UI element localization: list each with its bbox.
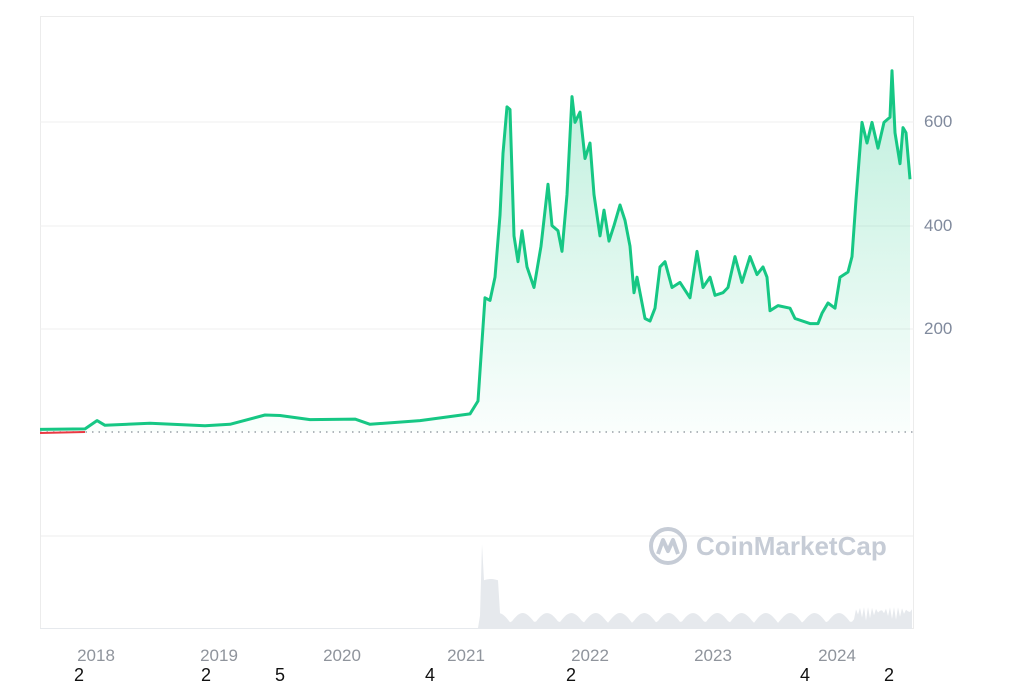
- x-tick-2020: 2020: [323, 646, 361, 665]
- x-tick-2022: 2022: [571, 646, 609, 665]
- price-line-below-baseline: [39, 431, 86, 434]
- annotation-number: 2: [883, 665, 895, 685]
- x-tick-2021: 2021: [447, 646, 485, 665]
- x-tick-2023: 2023: [694, 646, 732, 665]
- y-tick-400: 400: [924, 216, 953, 235]
- x-tick-2024: 2024: [818, 646, 856, 665]
- watermark-text: CoinMarketCap: [696, 530, 887, 561]
- price-line: [39, 69, 912, 431]
- x-tick-2019: 2019: [200, 646, 238, 665]
- annotation-number: 2: [565, 665, 577, 685]
- y-tick-600: 600: [924, 112, 953, 131]
- annotation-number: 5: [274, 665, 286, 685]
- y-tick-200: 200: [924, 319, 953, 338]
- watermark: CoinMarketCap: [648, 526, 887, 566]
- coinmarketcap-logo-icon: [649, 527, 687, 565]
- annotation-number: 4: [424, 665, 436, 685]
- annotation-number: 2: [73, 665, 85, 685]
- annotation-number: 2: [200, 665, 212, 685]
- x-tick-2018: 2018: [77, 646, 115, 665]
- annotation-number: 4: [799, 665, 811, 685]
- price-area: [40, 70, 910, 433]
